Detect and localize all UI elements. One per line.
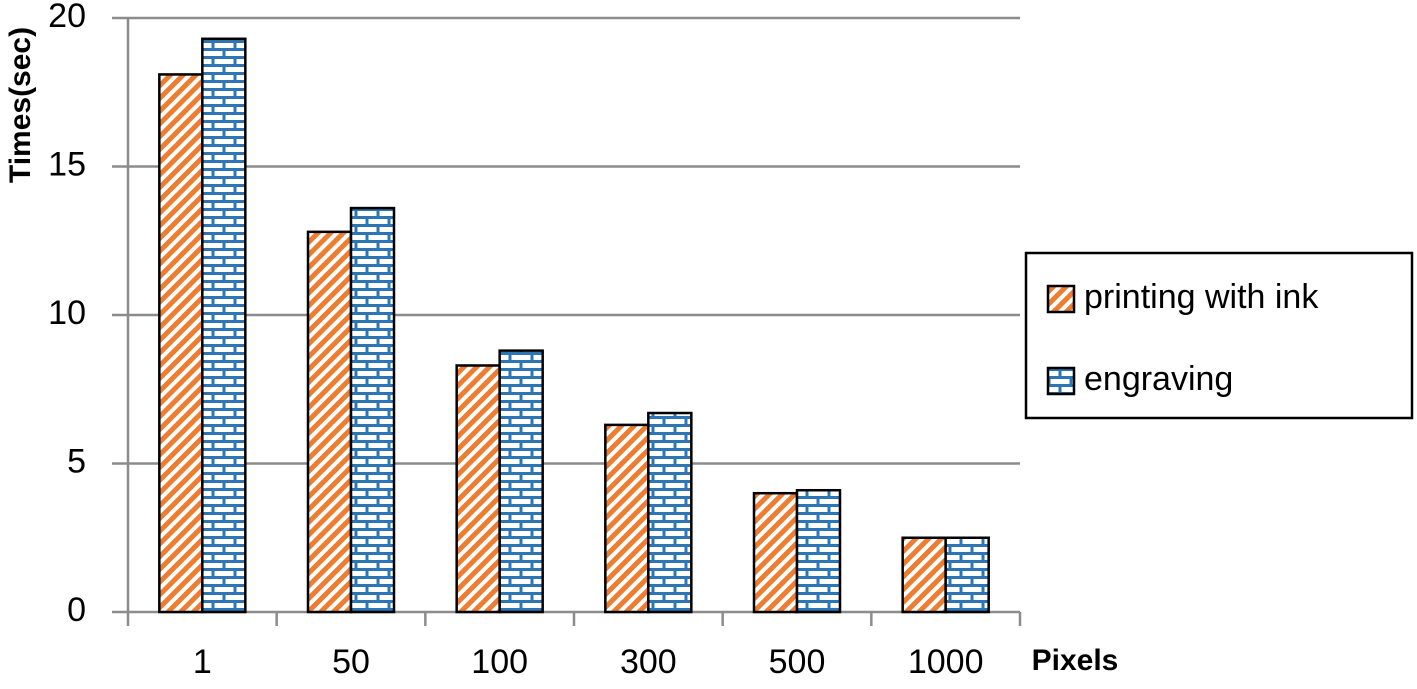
bar [647, 411, 693, 614]
y-tick-label: 5 [67, 442, 86, 480]
bar [158, 73, 204, 614]
x-axis-label: Pixels [1032, 644, 1119, 677]
legend-box [1024, 251, 1414, 420]
y-tick-label: 10 [48, 294, 86, 332]
x-tick-label: 1000 [908, 643, 984, 681]
y-axis-label: Times(sec) [4, 27, 37, 183]
bar [752, 491, 799, 614]
legend-swatch [1046, 366, 1076, 396]
x-tick-label: 500 [769, 643, 826, 681]
y-tick-label: 0 [67, 591, 86, 629]
bar [306, 230, 353, 614]
x-tick-label: 1 [193, 643, 212, 681]
y-tick-label: 20 [48, 0, 86, 35]
legend-swatch [1046, 284, 1076, 314]
bar [201, 37, 247, 614]
x-tick-label: 300 [620, 643, 677, 681]
bar [901, 536, 947, 614]
bar [498, 349, 544, 614]
bar [349, 206, 396, 614]
bar [604, 423, 650, 614]
bar [795, 488, 842, 614]
x-tick-label: 100 [471, 643, 528, 681]
bar [455, 364, 501, 614]
legend-label: engraving [1084, 360, 1233, 398]
bar [944, 536, 990, 614]
y-tick-label: 15 [48, 145, 86, 183]
legend-label: printing with ink [1084, 278, 1319, 316]
x-tick-label: 50 [332, 643, 370, 681]
